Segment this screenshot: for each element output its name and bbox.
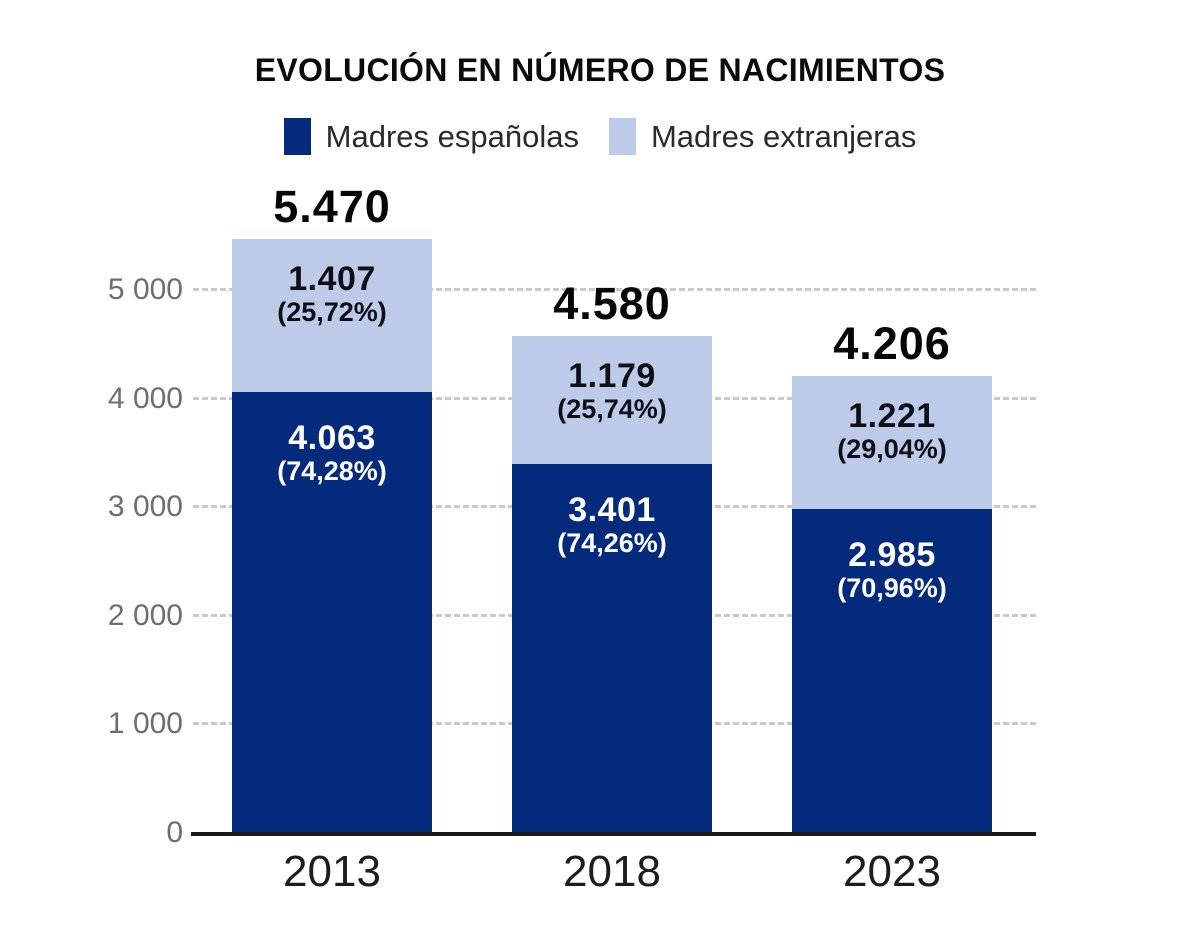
legend: Madres españolas Madres extranjeras (0, 118, 1200, 155)
segment-labels-extranjeras-2018: 1.179 (25,74%) (512, 358, 712, 424)
legend-item-extranjeras: Madres extranjeras (608, 118, 917, 155)
bar-group-2023: 2.985 (70,96%) 1.221 (29,04%) 4.206 (792, 321, 992, 833)
y-tick-label-5000: 5 000 (107, 273, 183, 306)
segment-pct-label: (74,26%) (557, 527, 667, 558)
x-axis-line (191, 832, 1036, 836)
segment-labels-extranjeras-2013: 1.407 (25,72%) (232, 261, 432, 327)
y-tick-label-0: 0 (166, 816, 183, 849)
bar-total-label-2018: 4.580 (553, 277, 671, 329)
segment-labels-extranjeras-2023: 1.221 (29,04%) (792, 398, 992, 464)
segment-labels-espanolas-2013: 4.063 (74,28%) (232, 420, 432, 486)
segment-labels-espanolas-2023: 2.985 (70,96%) (792, 537, 992, 603)
segment-pct-label: (25,72%) (277, 296, 387, 327)
bar-total-label-2023: 4.206 (833, 318, 951, 370)
bar-segment-espanolas-2018: 3.401 (74,26%) (512, 463, 712, 833)
legend-item-espanolas: Madres españolas (283, 118, 579, 155)
segment-value-label: 1.221 (848, 397, 936, 436)
bar-segment-espanolas-2023: 2.985 (70,96%) (792, 508, 992, 833)
y-tick-label-3000: 3 000 (107, 490, 183, 524)
segment-value-label: 2.985 (848, 535, 936, 574)
bar-segment-extranjeras-2023: 1.221 (29,04%) (792, 376, 992, 509)
x-tick-label-2023: 2023 (843, 847, 941, 896)
legend-label-extranjeras: Madres extranjeras (650, 118, 917, 154)
bar-group-2018: 3.401 (74,26%) 1.179 (25,74%) 4.580 (512, 281, 712, 833)
x-tick-label-2018: 2018 (563, 847, 661, 896)
segment-pct-label: (25,74%) (557, 393, 667, 424)
bar-segment-extranjeras-2013: 1.407 (25,72%) (232, 238, 432, 392)
y-tick-label-1000: 1 000 (107, 707, 183, 741)
bar-total-label-2013: 5.470 (273, 180, 391, 232)
bar-group-2013: 4.063 (74,28%) 1.407 (25,72%) 5.470 (232, 184, 432, 833)
segment-labels-espanolas-2018: 3.401 (74,26%) (512, 492, 712, 558)
segment-pct-label: (74,28%) (277, 455, 387, 486)
gridline-5000 (193, 288, 1036, 291)
bar-segment-extranjeras-2018: 1.179 (25,74%) (512, 335, 712, 464)
segment-pct-label: (70,96%) (837, 572, 947, 603)
segment-value-label: 4.063 (288, 418, 376, 457)
segment-value-label: 1.179 (568, 356, 656, 395)
segment-value-label: 1.407 (288, 259, 376, 298)
segment-pct-label: (29,04%) (837, 434, 947, 465)
chart-title: EVOLUCIÓN EN NÚMERO DE NACIMIENTOS (254, 52, 946, 88)
legend-swatch-espanolas (283, 118, 311, 155)
y-tick-label-2000: 2 000 (107, 598, 183, 632)
bar-segment-espanolas-2013: 4.063 (74,28%) (232, 391, 432, 833)
x-tick-label-2013: 2013 (283, 847, 381, 896)
legend-label-espanolas: Madres españolas (325, 118, 579, 154)
legend-swatch-extranjeras (608, 118, 636, 155)
segment-value-label: 3.401 (568, 490, 656, 529)
y-tick-label-4000: 4 000 (107, 381, 183, 415)
